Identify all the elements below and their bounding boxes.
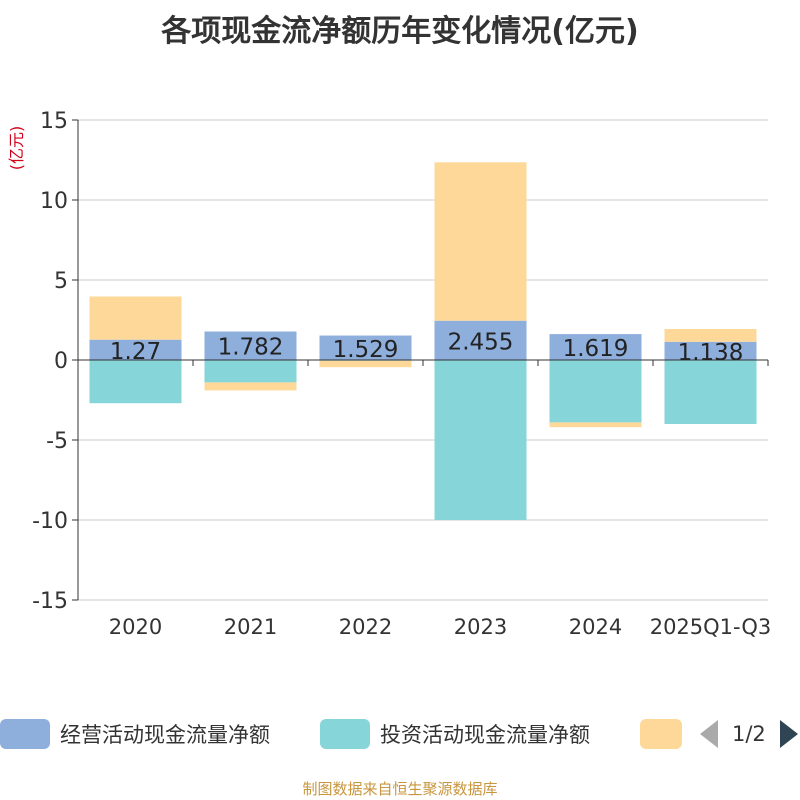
x-tick-label-2022: 2022 — [339, 615, 392, 639]
bar-series1-2024 — [549, 360, 642, 423]
legend-item-operating[interactable]: 经营活动现金流量净额 — [0, 716, 270, 752]
bar-series0-2022 — [319, 335, 412, 360]
legend-page-indicator: 1/2 — [732, 722, 766, 746]
y-tick-label-4: -5 — [46, 429, 68, 454]
bar-series2-2020 — [89, 296, 182, 340]
data-label-2020: 1.27 — [110, 339, 161, 365]
chart-title: 各项现金流净额历年变化情况(亿元) — [161, 14, 639, 49]
legend-swatch-financing — [640, 719, 682, 749]
x-tick-label-2020: 2020 — [109, 615, 162, 639]
y-tick-label-6: -15 — [32, 589, 68, 614]
bar-series2-2023 — [434, 162, 527, 321]
data-label-2024: 1.619 — [563, 336, 629, 362]
y-tick-label-2: 5 — [54, 269, 68, 294]
y-tick-label-5: -10 — [32, 509, 68, 534]
bar-series1-2023 — [434, 360, 527, 520]
x-tick-label-2023: 2023 — [454, 615, 507, 639]
data-label-2022: 1.529 — [333, 337, 399, 363]
legend-item-investing[interactable]: 投资活动现金流量净额 — [320, 716, 590, 752]
bar-series0-2024 — [549, 334, 642, 360]
y-tick-label-1: 10 — [40, 189, 68, 214]
x-tick-label-2025Q1-Q3: 2025Q1-Q3 — [650, 615, 772, 639]
legend-item-financing[interactable] — [640, 716, 682, 752]
bar-series0-2020 — [89, 339, 182, 360]
bar-series0-2023 — [434, 320, 527, 360]
x-tick-label-2024: 2024 — [569, 615, 622, 639]
bar-series1-2020 — [89, 360, 182, 404]
legend-label-operating: 经营活动现金流量净额 — [60, 723, 270, 747]
bar-series2-2021 — [204, 382, 297, 391]
x-tick-label-2021: 2021 — [224, 615, 277, 639]
bar-series0-2025Q1-Q3 — [664, 341, 757, 360]
legend: 经营活动现金流量净额 投资活动现金流量净额 — [0, 716, 800, 752]
y-tick-label-3: 0 — [54, 349, 68, 374]
bar-series1-2025Q1-Q3 — [664, 360, 757, 424]
bar-series2-2024 — [549, 422, 642, 428]
next-page-icon[interactable] — [779, 720, 798, 748]
bar-series2-2025Q1-Q3 — [664, 328, 757, 342]
legend-swatch-investing — [320, 719, 370, 749]
data-label-2021: 1.782 — [218, 335, 284, 361]
data-label-2023: 2.455 — [448, 329, 514, 355]
bar-series0-2021 — [204, 331, 297, 360]
data-label-2025Q1-Q3: 1.138 — [678, 340, 744, 366]
y-axis-label: (亿元) — [7, 126, 26, 171]
legend-label-investing: 投资活动现金流量净额 — [380, 723, 590, 747]
bar-series1-2021 — [204, 360, 297, 383]
bar-series2-2022 — [319, 360, 412, 368]
y-tick-label-0: 15 — [40, 109, 68, 134]
bar-chart: 15 10 5 0 -5 -10 -15 (亿元) 1.27 1.782 1.529 2.455 1.6… — [7, 109, 772, 639]
prev-page-icon[interactable] — [700, 720, 718, 748]
legend-pager: 1/2 — [700, 716, 798, 752]
legend-swatch-operating — [0, 719, 50, 749]
source-footer: 制图数据来自恒生聚源数据库 — [302, 780, 498, 798]
